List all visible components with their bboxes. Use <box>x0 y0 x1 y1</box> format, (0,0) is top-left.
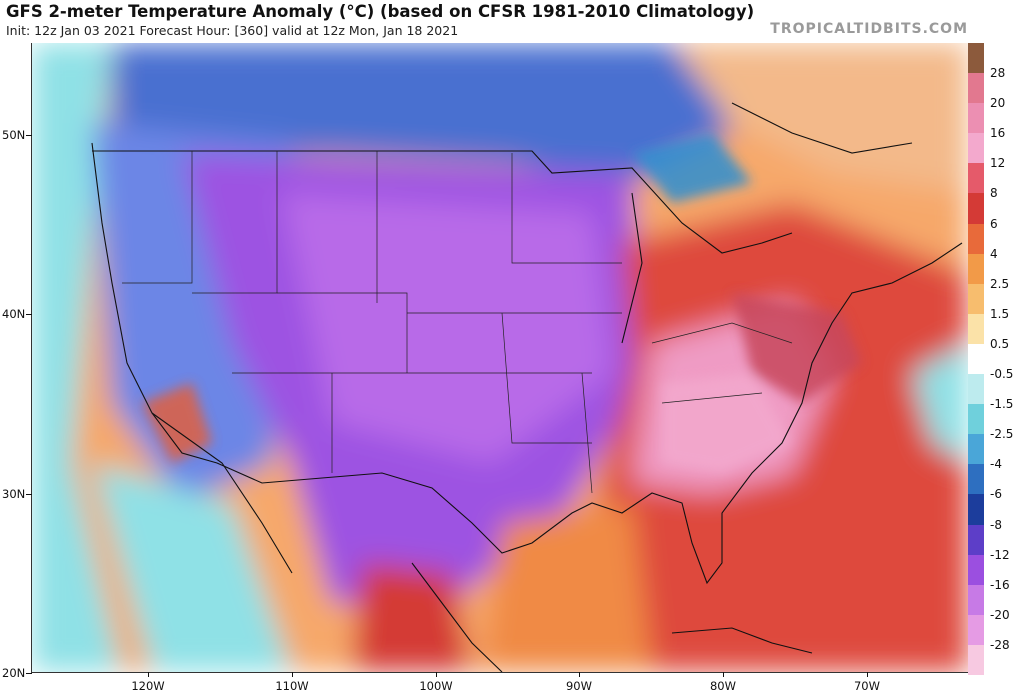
lat-label-40n: 40N <box>2 307 32 321</box>
brand-watermark: TROPICALTIDBITS.COM <box>770 21 968 37</box>
colorbar-label: -8 <box>990 517 1002 532</box>
colorbar-label: 2.5 <box>990 276 1010 291</box>
lat-label-50n: 50N <box>2 128 32 142</box>
colorbar-swatch <box>968 43 984 74</box>
colorbar-swatch <box>968 524 984 556</box>
colorbar-swatch <box>968 464 984 495</box>
colorbar-label: 0.5 <box>990 336 1010 351</box>
colorbar-swatch <box>968 554 984 586</box>
colorbar-label: 12 <box>990 156 1006 171</box>
colorbar-label: 6 <box>990 216 998 231</box>
colorbar-label: 1.5 <box>990 306 1010 321</box>
colorbar-label: -1.5 <box>990 397 1014 412</box>
colorbar-swatch <box>968 193 984 225</box>
lon-label-120w: 120W <box>131 679 165 693</box>
lon-label-80w: 80W <box>709 679 737 693</box>
colorbar-swatch <box>968 223 984 255</box>
lon-label-110w: 110W <box>275 679 309 693</box>
lon-label-90w: 90W <box>565 679 593 693</box>
colorbar-label: -0.5 <box>990 367 1014 382</box>
colorbar-label: -16 <box>990 577 1010 592</box>
colorbar-label: -28 <box>990 637 1010 652</box>
colorbar-label: 4 <box>990 246 998 261</box>
map-title: GFS 2-meter Temperature Anomaly (°C) (ba… <box>6 2 755 21</box>
colorbar-swatch <box>968 163 984 194</box>
colorbar-label: 20 <box>990 96 1006 111</box>
map-subtitle: Init: 12z Jan 03 2021 Forecast Hour: [36… <box>6 23 459 38</box>
colorbar-swatch <box>968 283 984 315</box>
anomaly-map <box>31 43 968 673</box>
colorbar-swatch <box>968 374 984 405</box>
colorbar-swatch <box>968 103 984 134</box>
colorbar-label: 28 <box>990 66 1006 81</box>
lon-label-70w: 70W <box>853 679 881 693</box>
lat-label-30n: 30N <box>2 487 32 501</box>
colorbar-swatch <box>968 343 984 375</box>
colorbar-label: -6 <box>990 487 1002 502</box>
colorbar-label: -4 <box>990 457 1002 472</box>
colorbar-swatch <box>968 253 984 285</box>
colorbar-label: -12 <box>990 547 1010 562</box>
colorbar-swatch <box>968 133 984 164</box>
lon-label-100w: 100W <box>419 679 453 693</box>
colorbar-label: 16 <box>990 126 1006 141</box>
colorbar-label: -2.5 <box>990 427 1014 442</box>
colorbar-swatch <box>968 494 984 526</box>
colorbar-swatch <box>968 404 984 435</box>
colorbar-label: 8 <box>990 186 998 201</box>
colorbar-swatch <box>968 313 984 345</box>
colorbar-swatch <box>968 644 984 676</box>
lat-label-20n: 20N <box>2 666 32 680</box>
colorbar-label: -20 <box>990 607 1010 622</box>
colorbar: 28 20 16 12 8 6 4 2.5 1.5 0.5 -0.5 -1.5 -2.5 -4 -6 -8 -1… <box>968 43 1018 676</box>
colorbar-swatch <box>968 614 984 646</box>
colorbar-swatch <box>968 584 984 616</box>
colorbar-swatch <box>968 73 984 104</box>
colorbar-swatch <box>968 434 984 465</box>
